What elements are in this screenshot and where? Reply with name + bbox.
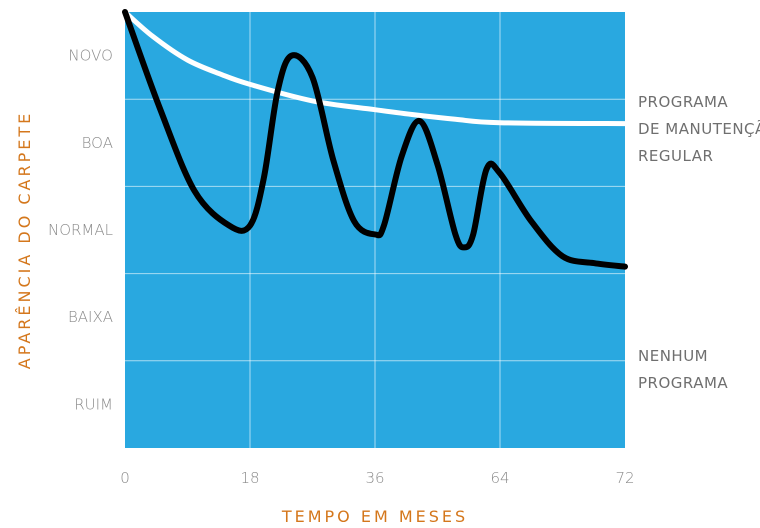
- x-axis-title: TEMPO EM MESES: [281, 507, 468, 526]
- x-tick-label: 0: [120, 469, 130, 487]
- x-tick-label: 18: [240, 469, 259, 487]
- series-label-line: PROGRAMA: [638, 374, 728, 392]
- series-label-line: PROGRAMA: [638, 93, 728, 111]
- y-axis-title: APARÊNCIA DO CARPETE: [15, 111, 34, 370]
- series-lines: [122, 9, 628, 270]
- x-tick-label: 72: [615, 469, 634, 487]
- y-tick-label: BOA: [82, 134, 113, 152]
- x-tick-label: 36: [365, 469, 384, 487]
- y-tick-labels: NOVO BOA NORMAL BAIXA RUIM: [48, 47, 113, 414]
- y-tick-label: RUIM: [74, 395, 113, 413]
- y-tick-label: NOVO: [68, 47, 113, 65]
- x-tick-label: 64: [490, 469, 509, 487]
- y-tick-label: BAIXA: [68, 308, 113, 326]
- series-line-no-program: [122, 9, 628, 270]
- series-labels: PROGRAMA DE MANUTENÇÃO REGULAR NENHUM PROGRA…: [638, 93, 760, 392]
- y-tick-label: NORMAL: [48, 221, 113, 239]
- x-tick-labels: 0 18 36 64 72: [120, 469, 634, 487]
- series-label-line: REGULAR: [638, 147, 713, 165]
- series-label-line: NENHUM: [638, 347, 708, 365]
- series-label-line: DE MANUTENÇÃO: [638, 119, 760, 138]
